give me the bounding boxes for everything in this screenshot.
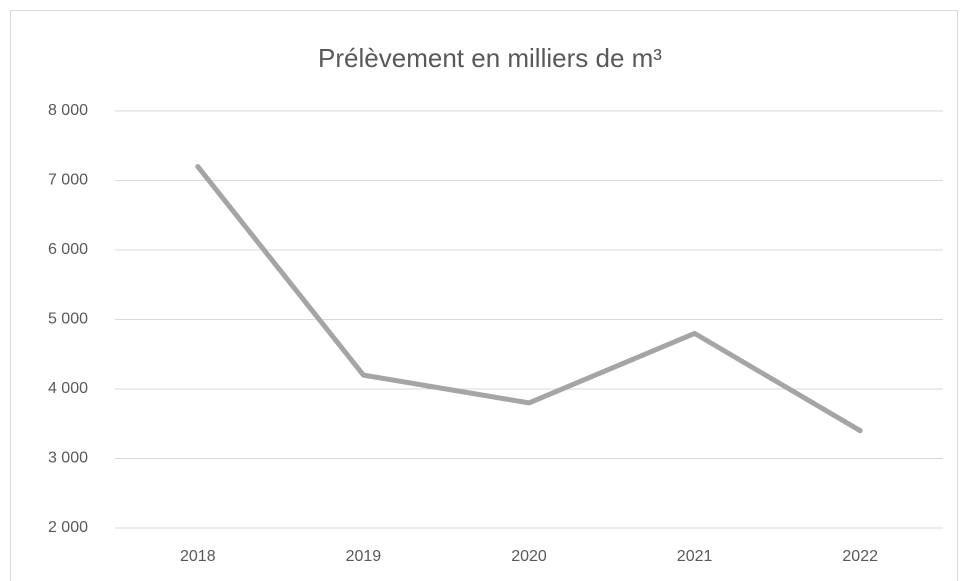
- x-tick-label: 2020: [511, 548, 547, 565]
- y-tick-label: 8 000: [48, 102, 88, 119]
- y-tick-label: 6 000: [48, 241, 88, 258]
- x-tick-label: 2018: [180, 548, 216, 565]
- chart-title: Prélèvement en milliers de m³: [318, 43, 662, 73]
- y-tick-label: 7 000: [48, 172, 88, 189]
- x-tick-label: 2022: [842, 548, 878, 565]
- y-tick-label: 2 000: [48, 519, 88, 536]
- y-tick-label: 5 000: [48, 311, 88, 328]
- data-line: [195, 164, 863, 434]
- y-tick-label: 3 000: [48, 450, 88, 467]
- chart-border: [10, 10, 958, 581]
- x-tick-label: 2019: [346, 548, 382, 565]
- x-tick-label: 2021: [677, 548, 713, 565]
- y-tick-label: 4 000: [48, 380, 88, 397]
